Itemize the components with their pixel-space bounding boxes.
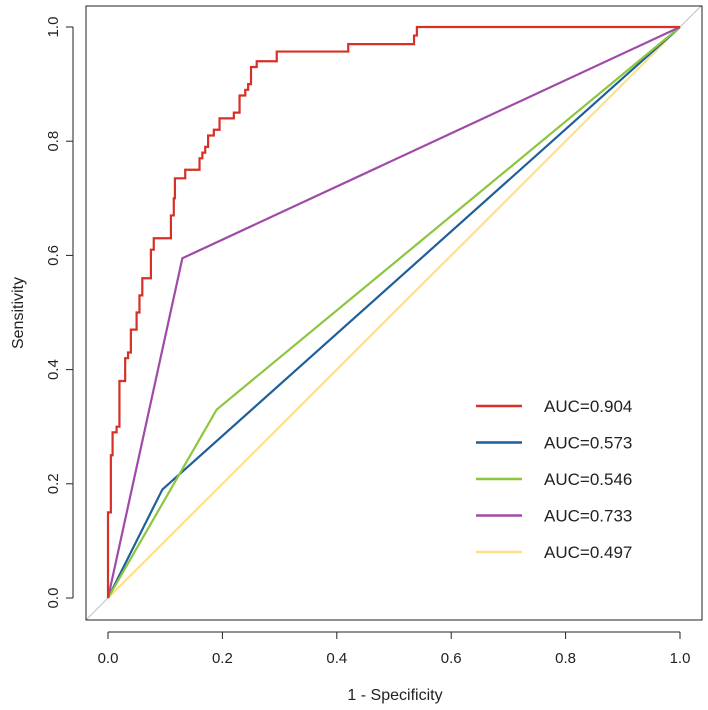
legend-label: AUC=0.497 — [544, 543, 632, 562]
x-tick-label: 1.0 — [670, 650, 691, 667]
x-tick-label: 0.4 — [326, 650, 347, 667]
axes: 0.0 0.2 0.4 0.6 0.8 1.0 0.0 0.2 0.4 0.6 0.8 1.0 1 - … — [10, 5, 703, 704]
y-tick-label: 0.8 — [45, 131, 62, 152]
legend-label: AUC=0.904 — [544, 397, 632, 416]
plot-area — [86, 6, 702, 620]
roc-curve-0733 — [106, 26, 681, 599]
y-tick-label: 0.0 — [45, 588, 62, 609]
roc-curve-0573 — [107, 26, 681, 599]
y-tick-label: 0.6 — [45, 245, 62, 266]
roc-curve-0904 — [106, 25, 680, 598]
y-tick-label: 1.0 — [45, 17, 62, 38]
roc-curve-0546 — [107, 26, 681, 599]
y-tick-label: 0.4 — [45, 359, 62, 380]
x-tick-label: 0.6 — [441, 650, 462, 667]
x-tick-label: 0.2 — [212, 650, 233, 667]
x-tick-label: 0.8 — [555, 650, 576, 667]
legend-label: AUC=0.733 — [544, 507, 632, 526]
legend-label: AUC=0.546 — [544, 470, 632, 489]
x-tick-label: 0.0 — [98, 650, 119, 667]
x-axis-title: 1 - Specificity — [347, 687, 442, 704]
legend-label: AUC=0.573 — [544, 434, 632, 453]
plot-border — [85, 5, 703, 621]
legend: AUC=0.904 AUC=0.573 AUC=0.546 AUC=0.733 AUC=… — [476, 397, 632, 562]
y-tick-label: 0.2 — [45, 473, 62, 494]
y-axis-title: Sensitivity — [10, 277, 27, 349]
roc-curve-0497 — [107, 26, 681, 599]
